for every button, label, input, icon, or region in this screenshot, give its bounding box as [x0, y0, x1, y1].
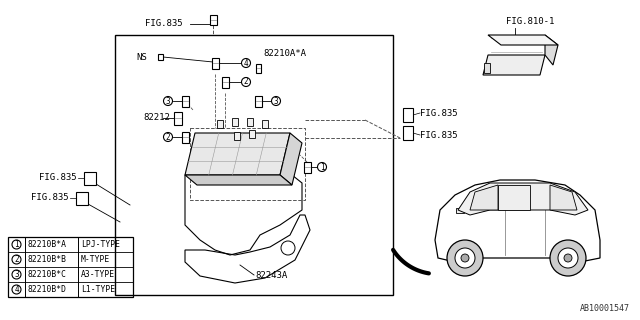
Polygon shape [470, 185, 498, 210]
Text: FIG.835: FIG.835 [31, 194, 69, 203]
Text: 82210B*C: 82210B*C [28, 270, 67, 279]
Bar [221, 76, 228, 87]
Text: 82243A: 82243A [255, 270, 287, 279]
Circle shape [564, 254, 572, 262]
Text: 82210B*A: 82210B*A [28, 240, 67, 249]
Bar [484, 63, 490, 73]
Polygon shape [185, 175, 292, 185]
Bar [115, 35, 393, 295]
Bar [8, 237, 133, 297]
Text: FIG.810-1: FIG.810-1 [506, 18, 554, 27]
Circle shape [447, 240, 483, 276]
Circle shape [12, 240, 21, 249]
Bar [190, 128, 305, 200]
Circle shape [558, 248, 578, 268]
Text: 2: 2 [14, 255, 19, 264]
Text: 1: 1 [14, 240, 19, 249]
Text: 4: 4 [244, 59, 248, 68]
Polygon shape [280, 133, 302, 185]
Bar [182, 132, 189, 142]
Text: 2: 2 [244, 77, 248, 86]
Bar [403, 126, 413, 140]
Bar [303, 162, 310, 172]
Circle shape [461, 254, 469, 262]
Polygon shape [498, 185, 530, 210]
Bar [234, 132, 240, 140]
Polygon shape [488, 35, 558, 45]
Text: 82210A*A: 82210A*A [263, 49, 306, 58]
Bar [255, 95, 262, 107]
Circle shape [163, 97, 173, 106]
Bar [255, 63, 260, 73]
Text: 82210B*B: 82210B*B [28, 255, 67, 264]
Bar [211, 58, 218, 68]
Circle shape [271, 97, 280, 106]
Text: 82212: 82212 [143, 114, 170, 123]
Text: FIG.835: FIG.835 [420, 108, 458, 117]
Text: A3-TYPE: A3-TYPE [81, 270, 115, 279]
Text: 2: 2 [166, 132, 170, 141]
Text: 1: 1 [320, 163, 324, 172]
Circle shape [12, 255, 21, 264]
Text: FIG.835: FIG.835 [145, 20, 182, 28]
Circle shape [241, 59, 250, 68]
Bar [76, 191, 88, 204]
Circle shape [12, 270, 21, 279]
Bar [209, 15, 216, 25]
Bar [249, 130, 255, 138]
Circle shape [455, 248, 475, 268]
Text: NS: NS [136, 52, 147, 61]
Circle shape [550, 240, 586, 276]
Text: LPJ-TYPE: LPJ-TYPE [81, 240, 120, 249]
Bar [157, 54, 163, 60]
Text: 3: 3 [166, 97, 170, 106]
Polygon shape [483, 55, 545, 75]
Bar [232, 118, 238, 126]
Text: 3: 3 [14, 270, 19, 279]
Circle shape [163, 132, 173, 141]
Circle shape [241, 77, 250, 86]
Polygon shape [550, 185, 577, 210]
Text: L1-TYPE: L1-TYPE [81, 285, 115, 294]
Text: M-TYPE: M-TYPE [81, 255, 110, 264]
Text: AB10001547: AB10001547 [580, 304, 630, 313]
Bar [182, 95, 189, 107]
Bar [174, 111, 182, 124]
Bar [84, 172, 96, 185]
Polygon shape [458, 183, 588, 215]
Text: FIG.835: FIG.835 [40, 173, 77, 182]
Bar [456, 208, 464, 213]
Text: FIG.835: FIG.835 [420, 131, 458, 140]
Bar [247, 118, 253, 126]
Bar [262, 120, 268, 128]
Polygon shape [185, 133, 290, 175]
Text: 82210B*D: 82210B*D [28, 285, 67, 294]
Polygon shape [545, 35, 558, 65]
Bar [217, 120, 223, 128]
Circle shape [317, 163, 326, 172]
Text: 4: 4 [14, 285, 19, 294]
Bar [403, 108, 413, 122]
Polygon shape [435, 180, 600, 262]
Circle shape [12, 285, 21, 294]
Text: 3: 3 [274, 97, 278, 106]
